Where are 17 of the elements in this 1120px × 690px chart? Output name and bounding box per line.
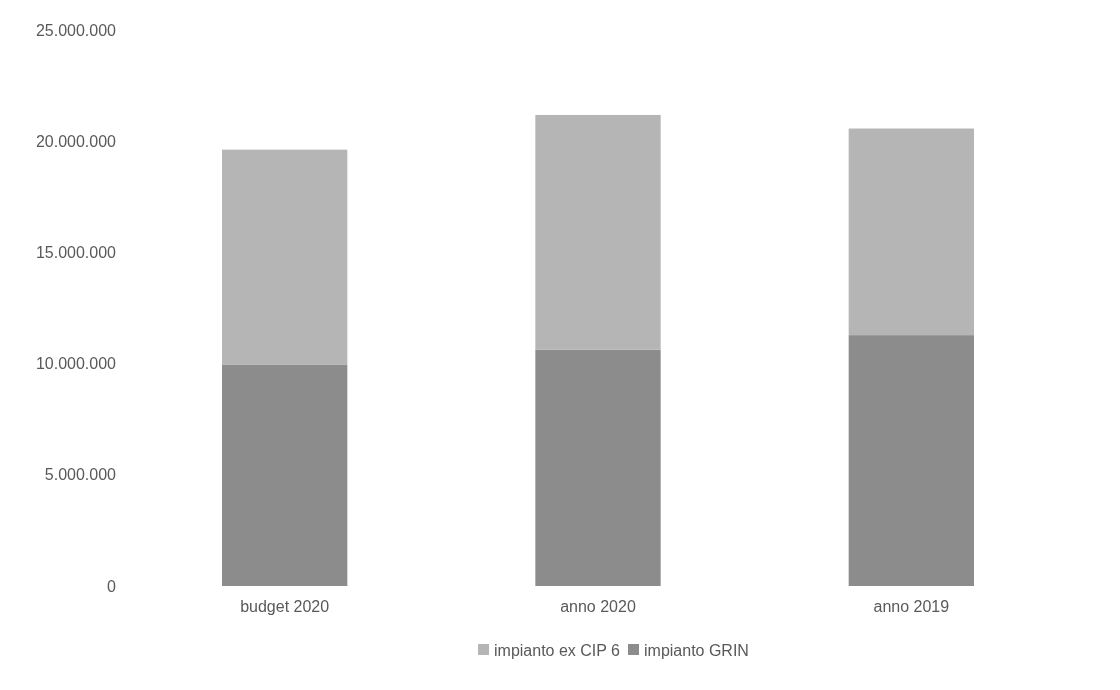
bar [848,335,974,586]
y-tick-label: 15.000.000 [35,244,117,261]
x-tick-label: budget 2020 [240,598,330,615]
y-tick-label: 0 [107,577,117,595]
y-tick-label: 25.000.000 [35,21,117,39]
x-tick-label: anno 2020 [560,598,636,615]
y-tick-label: 5.000.000 [44,466,117,484]
bar [222,364,348,586]
bar [848,128,974,336]
legend-label: impianto GRIN [644,641,749,659]
legend-label: impianto ex CIP 6 [494,641,621,659]
bar [222,149,348,365]
y-tick-label: 10.000.000 [35,355,117,373]
bar [535,349,661,586]
x-tick-label: anno 2019 [873,598,950,615]
y-tick-label: 20.000.000 [35,132,117,150]
bar [535,114,661,350]
